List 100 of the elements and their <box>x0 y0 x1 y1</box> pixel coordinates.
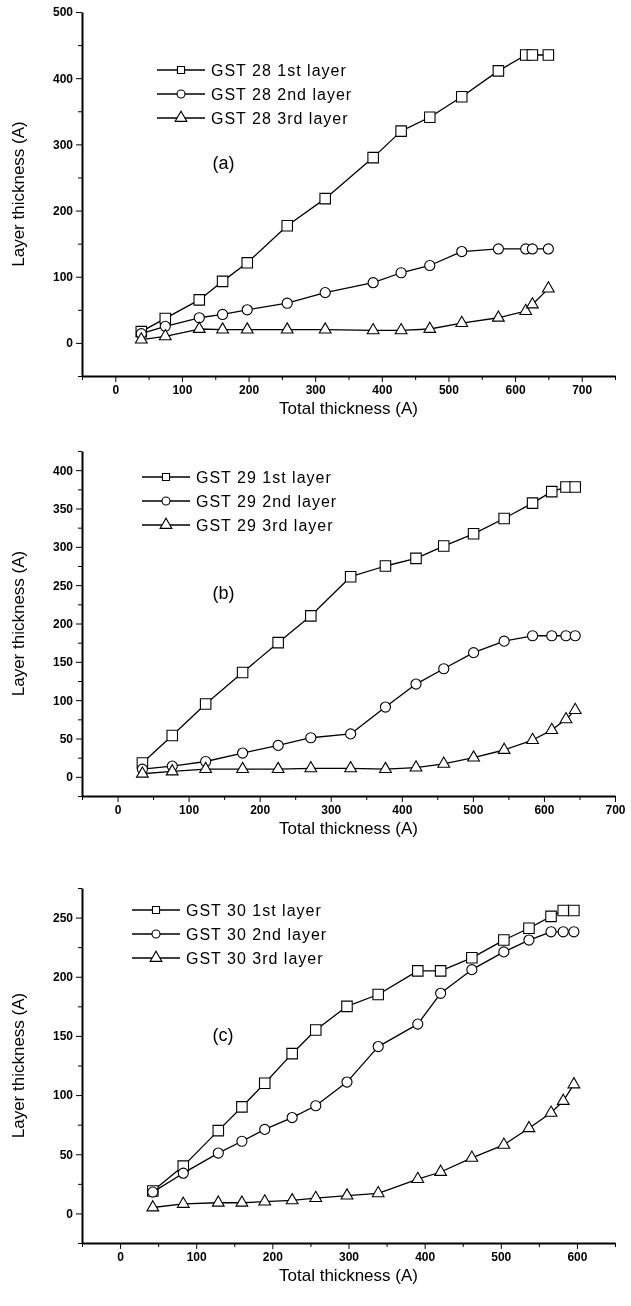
point <box>236 666 249 679</box>
legend-label: GST 30 1st layer <box>186 902 322 919</box>
point <box>523 922 535 935</box>
point <box>492 243 504 255</box>
legend-label: GST 29 2nd layer <box>196 493 338 510</box>
point <box>466 952 478 964</box>
point <box>236 1101 248 1113</box>
x-tick-label: 300 <box>305 382 327 397</box>
point <box>545 722 559 735</box>
point <box>371 1185 385 1198</box>
x-tick-label: 300 <box>321 802 342 817</box>
legend-label: GST 28 3rd layer <box>211 110 349 127</box>
point <box>285 1193 299 1205</box>
point <box>193 294 206 306</box>
point <box>235 1195 249 1207</box>
point <box>423 321 437 333</box>
point <box>281 297 293 309</box>
point <box>305 732 317 744</box>
x-axis-title: Total thickness (A) <box>279 399 418 418</box>
point <box>498 946 510 958</box>
point <box>568 926 580 938</box>
point <box>466 964 478 976</box>
y-tick-label: 500 <box>52 5 74 20</box>
point <box>467 647 480 659</box>
point <box>492 65 505 77</box>
point <box>199 698 212 710</box>
point <box>199 761 213 774</box>
point <box>379 761 392 774</box>
point <box>523 934 535 946</box>
y-tick-label: 250 <box>52 578 74 593</box>
y-tick-label: 200 <box>52 616 74 631</box>
legend-label: GST 30 3rd layer <box>186 950 324 967</box>
point <box>341 1076 353 1088</box>
point <box>193 312 205 324</box>
y-tick-label: 0 <box>66 1206 74 1221</box>
point <box>241 304 253 316</box>
point <box>491 310 505 322</box>
point <box>410 678 422 690</box>
point <box>216 322 230 334</box>
point <box>340 1188 354 1200</box>
point <box>259 1123 271 1135</box>
point <box>437 756 451 768</box>
x-tick-label: 500 <box>438 382 460 397</box>
point <box>545 926 557 938</box>
point <box>498 635 510 647</box>
y-tick-label: 400 <box>52 71 74 86</box>
point <box>134 332 148 344</box>
y-tick-label: 250 <box>52 910 74 925</box>
point <box>258 1194 272 1206</box>
point <box>455 315 469 327</box>
x-axis-title: Total thickness (A) <box>279 1266 418 1285</box>
y-axis-title: Layer thickness (A) <box>9 550 28 697</box>
point <box>286 1047 298 1060</box>
point <box>409 760 423 772</box>
x-tick-label: 100 <box>186 1249 208 1264</box>
point <box>241 257 254 269</box>
point <box>309 1190 323 1202</box>
point <box>310 1100 322 1112</box>
y-tick-label: 300 <box>52 137 74 152</box>
point <box>280 322 294 334</box>
annotation: (c) <box>212 1024 234 1045</box>
y-axis-title: Layer thickness (A) <box>9 121 28 267</box>
annotation: (a) <box>212 152 235 173</box>
point <box>372 988 384 1001</box>
y-tick-label: 150 <box>52 1029 74 1044</box>
point <box>236 1135 248 1147</box>
x-tick-label: 600 <box>567 1249 588 1264</box>
legend-label: GST 30 2nd layer <box>186 926 328 943</box>
y-tick-label: 100 <box>52 270 74 285</box>
legend-label: GST 28 2nd layer <box>211 86 353 103</box>
point <box>545 485 558 498</box>
y-tick-label: 200 <box>52 203 74 218</box>
x-tick-label: 600 <box>534 802 555 817</box>
point <box>304 761 318 773</box>
point <box>366 322 380 335</box>
point <box>522 1120 536 1133</box>
y-tick-label: 0 <box>66 336 74 351</box>
point <box>318 322 332 334</box>
point <box>166 729 179 742</box>
x-tick-label: 200 <box>250 802 271 817</box>
point <box>569 481 581 493</box>
point <box>455 90 468 103</box>
legend-label: GST 28 1st layer <box>211 62 347 79</box>
point <box>567 1077 581 1089</box>
point <box>541 281 555 293</box>
point <box>545 910 557 923</box>
point <box>237 747 249 759</box>
x-tick-label: 700 <box>572 382 593 397</box>
point <box>456 245 468 258</box>
point <box>158 328 172 341</box>
y-tick-label: 100 <box>52 693 74 708</box>
point <box>519 303 533 316</box>
point <box>556 1093 570 1105</box>
point <box>272 636 284 649</box>
point <box>526 49 539 61</box>
y-tick-label: 50 <box>59 731 74 746</box>
point <box>542 243 554 255</box>
x-tick-label: 100 <box>172 382 193 397</box>
point <box>546 630 558 642</box>
point <box>434 1164 448 1176</box>
